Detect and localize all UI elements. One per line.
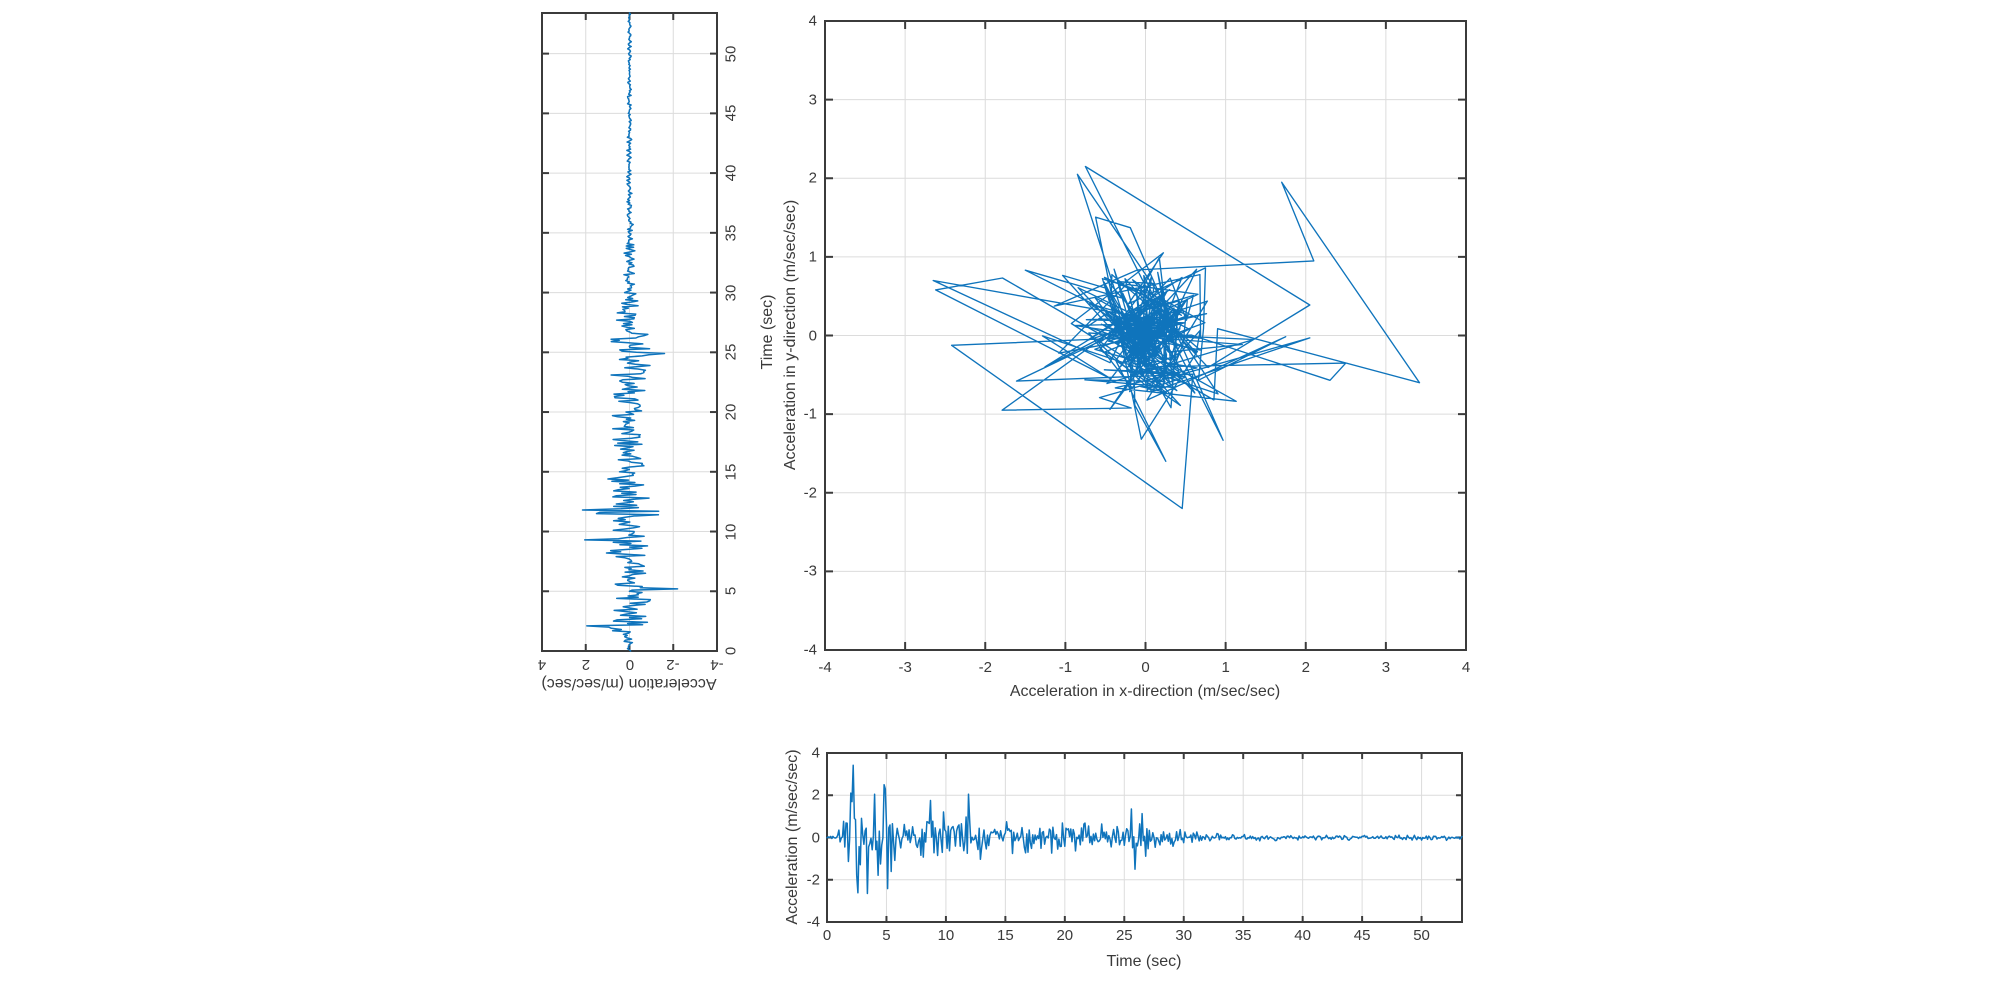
main-y-tick-label: 2 <box>808 169 817 187</box>
main-y-tick-label: 4 <box>808 12 817 30</box>
bottom-acc-tick-label: 4 <box>811 744 820 762</box>
left-time-tick-label: 30 <box>722 284 740 301</box>
bottom-acc-tick-label: 2 <box>811 786 820 804</box>
left-acc-tick-label: -2 <box>666 656 680 673</box>
bottom-time-tick-label: 5 <box>882 927 891 944</box>
main-y-tick-label: -4 <box>803 641 817 659</box>
left-time-tick-label: 5 <box>722 587 740 596</box>
bottom-x-axis-label: Time (sec) <box>1106 953 1182 970</box>
bottom-acc-tick-label: -4 <box>806 913 820 931</box>
main-x-tick-label: 2 <box>1301 659 1310 676</box>
left-acc-tick-label: -4 <box>710 656 724 673</box>
left-time-tick-label: 45 <box>722 105 740 122</box>
main-x-tick-label: 0 <box>1141 659 1150 676</box>
left-acc-tick-label: 2 <box>581 656 590 673</box>
main-x-tick-label: -2 <box>978 659 992 676</box>
left-acceleration-axis-label: Acceleration (m/sec/sec) <box>541 675 717 692</box>
main-x-tick-label: -4 <box>818 659 832 676</box>
main-y-tick-label: 3 <box>808 91 817 109</box>
main-x-axis-label: Acceleration in x-direction (m/sec/sec) <box>1009 683 1281 700</box>
left-time-tick-label: 50 <box>722 45 740 62</box>
bottom-time-tick-label: 30 <box>1175 927 1193 944</box>
left-acc-tick-label: 0 <box>625 656 634 673</box>
left-time-tick-label: 40 <box>722 164 740 182</box>
main-y-tick-label: -1 <box>803 405 817 423</box>
bottom-time-tick-label: 25 <box>1115 927 1133 944</box>
x-seismogram-plot-area <box>826 752 1463 923</box>
left-time-tick-label: 15 <box>722 463 740 481</box>
main-x-tick-label: 3 <box>1381 659 1391 676</box>
left-time-tick-label: 10 <box>722 523 740 540</box>
bottom-time-tick-label: 35 <box>1234 927 1252 944</box>
left-time-tick-label: 35 <box>722 224 740 242</box>
bottom-acc-tick-label: 0 <box>811 829 820 846</box>
y-seismogram-plot-area <box>541 12 718 652</box>
bottom-y-axis-label: Acceleration (m/sec/sec) <box>784 749 801 925</box>
main-x-tick-label: -1 <box>1058 659 1073 676</box>
xy-trajectory-plot-area <box>824 20 1467 651</box>
bottom-acc-tick-label: -2 <box>806 871 820 889</box>
bottom-time-tick-label: 10 <box>937 927 955 944</box>
bottom-time-tick-label: 15 <box>997 927 1014 944</box>
main-y-tick-label: 0 <box>808 327 817 344</box>
bottom-time-tick-label: 45 <box>1353 927 1371 944</box>
main-y-tick-label: -2 <box>803 484 817 502</box>
main-y-tick-label: -3 <box>803 562 817 580</box>
main-y-tick-label: 1 <box>808 248 817 266</box>
x-seismogram-subplot: Acceleration (m/sec/sec) Time (sec) 0 5 10… <box>760 730 1500 984</box>
left-time-tick-label: 0 <box>722 646 740 656</box>
bottom-time-tick-label: 0 <box>822 927 832 944</box>
bottom-time-tick-label: 50 <box>1413 927 1430 944</box>
left-acc-tick-label: 4 <box>537 656 547 673</box>
left-time-tick-label: 20 <box>722 403 740 421</box>
bottom-time-tick-label: 20 <box>1056 927 1074 944</box>
main-x-tick-label: -3 <box>898 659 912 676</box>
main-y-axis-label: Acceleration in y-direction (m/sec/sec) <box>782 199 799 471</box>
main-x-tick-label: 4 <box>1461 659 1471 676</box>
left-time-tick-label: 25 <box>722 343 740 361</box>
xy-trajectory-subplot: Acceleration in y-direction (m/sec/sec) … <box>760 0 1500 710</box>
main-x-tick-label: 1 <box>1221 659 1230 676</box>
bottom-time-tick-label: 40 <box>1294 927 1311 944</box>
